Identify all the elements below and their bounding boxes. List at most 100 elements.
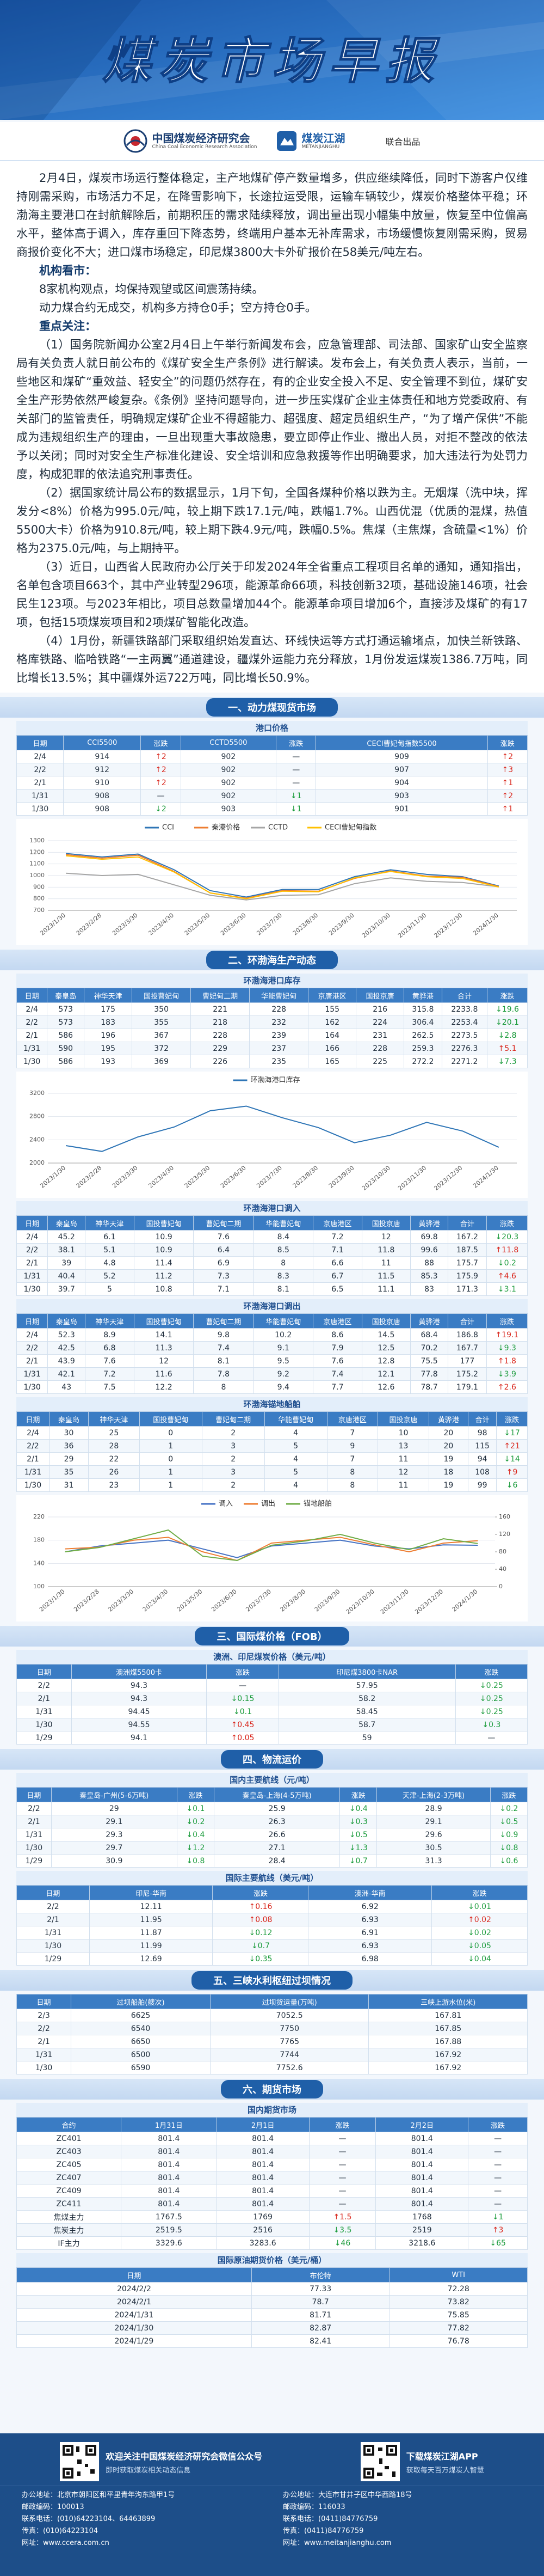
table-cell: 162 bbox=[308, 1015, 357, 1029]
contact-line: 网址：www.ccera.com.cn bbox=[22, 2539, 109, 2547]
table-cell: 1/30 bbox=[16, 1478, 50, 1492]
table-cell: 1769 bbox=[216, 2210, 310, 2224]
table-cell: 167.7 bbox=[448, 1341, 487, 1355]
column-header: 黄骅港 bbox=[404, 988, 442, 1003]
table-cell: 18 bbox=[428, 1465, 469, 1479]
banner-graphic: 煤炭市场早报 bbox=[0, 0, 544, 120]
table-cell: 42.5 bbox=[47, 1341, 86, 1355]
table-cell: 218 bbox=[190, 1015, 250, 1029]
contact-line: 邮政编码：116033 bbox=[283, 2503, 345, 2511]
table-cell: ↓3.1 bbox=[486, 1282, 528, 1296]
table-cell: 235 bbox=[249, 1055, 309, 1068]
column-header: 2月2日 bbox=[375, 2117, 469, 2132]
table-cell: 31 bbox=[48, 1478, 89, 1492]
table-row: 2/2 38.1 5.1 10.9 6.4 8.5 7.1 11.8 99.6 187.5 ↑11.… bbox=[16, 1243, 528, 1257]
table-cell: ↓65 bbox=[468, 2236, 528, 2250]
table-row: 2/1 29 22 0 2 4 7 11 19 94 ↓14 bbox=[16, 1452, 528, 1466]
paragraph: （1）国务院新闻办公室2月4日上午举行新闻发布会，应急管理部、司法部、国家矿山安… bbox=[16, 338, 528, 481]
series-line bbox=[66, 855, 499, 900]
footer-subtitle: 获取每天百万煤炭人智慧 bbox=[406, 2466, 484, 2475]
x-tick-label: 2023/10/30 bbox=[361, 911, 392, 939]
table-cell: 6.93 bbox=[308, 1939, 432, 1953]
table-cell: 179.1 bbox=[448, 1380, 487, 1394]
column-header: 华能曹妃甸 bbox=[249, 988, 309, 1003]
table-cell: 8.3 bbox=[253, 1269, 314, 1283]
table-cell: 43 bbox=[47, 1380, 86, 1394]
table-cell: 6.1 bbox=[85, 1230, 134, 1244]
column-header: 印尼-华南 bbox=[89, 1885, 213, 1900]
table-row: 1/31 40.4 5.2 11.2 7.3 8.3 6.7 11.5 85.3 175.9 ↑4.… bbox=[16, 1269, 528, 1283]
block: 港口价格 日期 CCI5500 涨跌 CCTD5500 涨跌 CECI曹妃甸指数5500 涨跌… bbox=[16, 721, 528, 816]
column-header: 澳洲煤5500卡 bbox=[71, 1664, 207, 1679]
table-cell: ↓0.04 bbox=[431, 1952, 528, 1966]
table-cell: 1/29 bbox=[16, 1952, 90, 1966]
table-cell: ↑0.08 bbox=[212, 1913, 309, 1926]
table-cell: 2/4 bbox=[16, 1230, 48, 1244]
table-cell: 焦煤主力 bbox=[16, 2210, 121, 2224]
section-title: 一、动力煤现货市场 bbox=[206, 698, 338, 717]
header-row: 日期 布伦特 WTI bbox=[16, 2267, 528, 2283]
table-cell: 164 bbox=[308, 1029, 357, 1042]
section-title: 四、物流运价 bbox=[221, 1750, 323, 1769]
block: 环渤海港口库存 日期 秦皇岛 神华天津 国投曹妃甸 曹妃甸二期 华能曹妃甸 京唐港区 国投京唐黄… bbox=[16, 974, 528, 1068]
table-cell: ↓0.2 bbox=[490, 1802, 528, 1815]
contact-line: 联系电话：(010)64223104、64463899 bbox=[22, 2515, 156, 2523]
table-cell: 81.71 bbox=[251, 2308, 390, 2322]
table-cell: 6.91 bbox=[308, 1926, 432, 1939]
table-row: 1/30 43 7.5 12.2 8 9.4 7.7 12.6 78.7 179.1 ↑2.6 bbox=[16, 1380, 528, 1394]
legend-label: 锚地船舶 bbox=[304, 1500, 332, 1508]
table-cell: 8.9 bbox=[85, 1328, 134, 1342]
column-header: 京唐港区 bbox=[326, 1411, 379, 1427]
table-cell: 9.1 bbox=[253, 1341, 314, 1355]
table-cell: 801.4 bbox=[375, 2158, 469, 2171]
column-header: 合计 bbox=[448, 1313, 487, 1329]
table-cell: 99.6 bbox=[410, 1243, 449, 1257]
table-body: 2024/2/2 77.33 72.28 2024/2/1 78.7 73.82 2024/… bbox=[16, 2282, 528, 2348]
table-cell: 1 bbox=[139, 1478, 202, 1492]
table-row: 2/4 30 25 0 2 4 7 10 20 98 ↓17 bbox=[16, 1426, 528, 1440]
header-row: 日期 秦皇岛 神华天津 国投曹妃甸 曹妃甸二期 华能曹妃甸 京唐港区 国投京唐 黄骅港 合计 涨跌 bbox=[16, 1313, 528, 1329]
data-table: 日期 过坝船舶(艘次) 过坝货运量(万吨) 三峡上游水位(米) 2/3 6625 7052.… bbox=[16, 1994, 528, 2075]
table-cell: 7.8 bbox=[193, 1367, 254, 1381]
table-cell: 12.69 bbox=[89, 1952, 213, 1966]
column-header: 涨跌 bbox=[176, 1787, 215, 1802]
column-header: 涨跌 bbox=[276, 735, 317, 750]
column-header: 神华天津 bbox=[85, 1215, 134, 1231]
table-cell: 2/2 bbox=[16, 1439, 50, 1453]
table-cell: 29.1 bbox=[51, 1815, 177, 1828]
table-cell: ↑1.5 bbox=[308, 2210, 376, 2224]
column-header: 国投京唐 bbox=[356, 988, 405, 1003]
table-row: ZC407 801.4 801.4—801.4— bbox=[16, 2171, 528, 2185]
x-tick-label: 2023/5/30 bbox=[183, 1164, 212, 1189]
legend-label: CCI bbox=[162, 824, 174, 832]
table-cell: 98 bbox=[468, 1426, 497, 1440]
line-chart: 调入 调出 锚地船舶 100 140 180 220 0 40 80 120 160 2023/1/30… bbox=[16, 1495, 528, 1622]
column-header: 日期 bbox=[16, 1787, 52, 1802]
org-name-en: METANJIANGHU bbox=[301, 144, 340, 150]
table-cell: 1/31 bbox=[16, 1705, 72, 1718]
table-cell: ↑4.6 bbox=[486, 1269, 528, 1283]
table-cell: ↓0.15 bbox=[206, 1692, 279, 1705]
table-cell: 2/1 bbox=[16, 1692, 72, 1705]
table-cell: — bbox=[308, 2158, 376, 2171]
table-cell: 14.5 bbox=[361, 1328, 411, 1342]
table-cell: 2/2 bbox=[16, 763, 64, 776]
table-cell: 1/31 bbox=[16, 1042, 48, 1055]
table-cell: ↓0.6 bbox=[490, 1854, 528, 1868]
table-cell: 1/31 bbox=[16, 1269, 48, 1283]
table-cell: ↓3.9 bbox=[486, 1367, 528, 1381]
table-cell: 167.88 bbox=[368, 2035, 528, 2048]
table-cell: 20 bbox=[428, 1426, 469, 1440]
table-cell: 94.45 bbox=[71, 1705, 207, 1718]
column-header: 国投京唐 bbox=[361, 1313, 411, 1329]
table-cell: 7.9 bbox=[313, 1341, 362, 1355]
paragraph: 机构看市： bbox=[39, 264, 96, 277]
banner-bg bbox=[0, 0, 544, 120]
table-row: 2/4 45.2 6.1 10.9 7.6 8.4 7.2 12 69.8 167.2 ↓20.3 bbox=[16, 1230, 528, 1244]
table-caption: 国际原油期货价格（美元/桶） bbox=[16, 2253, 528, 2267]
table-row: 2/2 29 ↓0.1 25.9 ↓0.4 28.9 ↓0.2 bbox=[16, 1802, 528, 1815]
section-title: 三、国际煤价格（FOB） bbox=[195, 1627, 349, 1645]
table-cell: 焦炭主力 bbox=[16, 2223, 121, 2237]
y-tick-label: 180 bbox=[33, 1537, 45, 1544]
header-row: 日期 澳洲煤5500卡 涨跌 印尼煤3800卡NAR 涨跌 bbox=[16, 1664, 528, 1679]
